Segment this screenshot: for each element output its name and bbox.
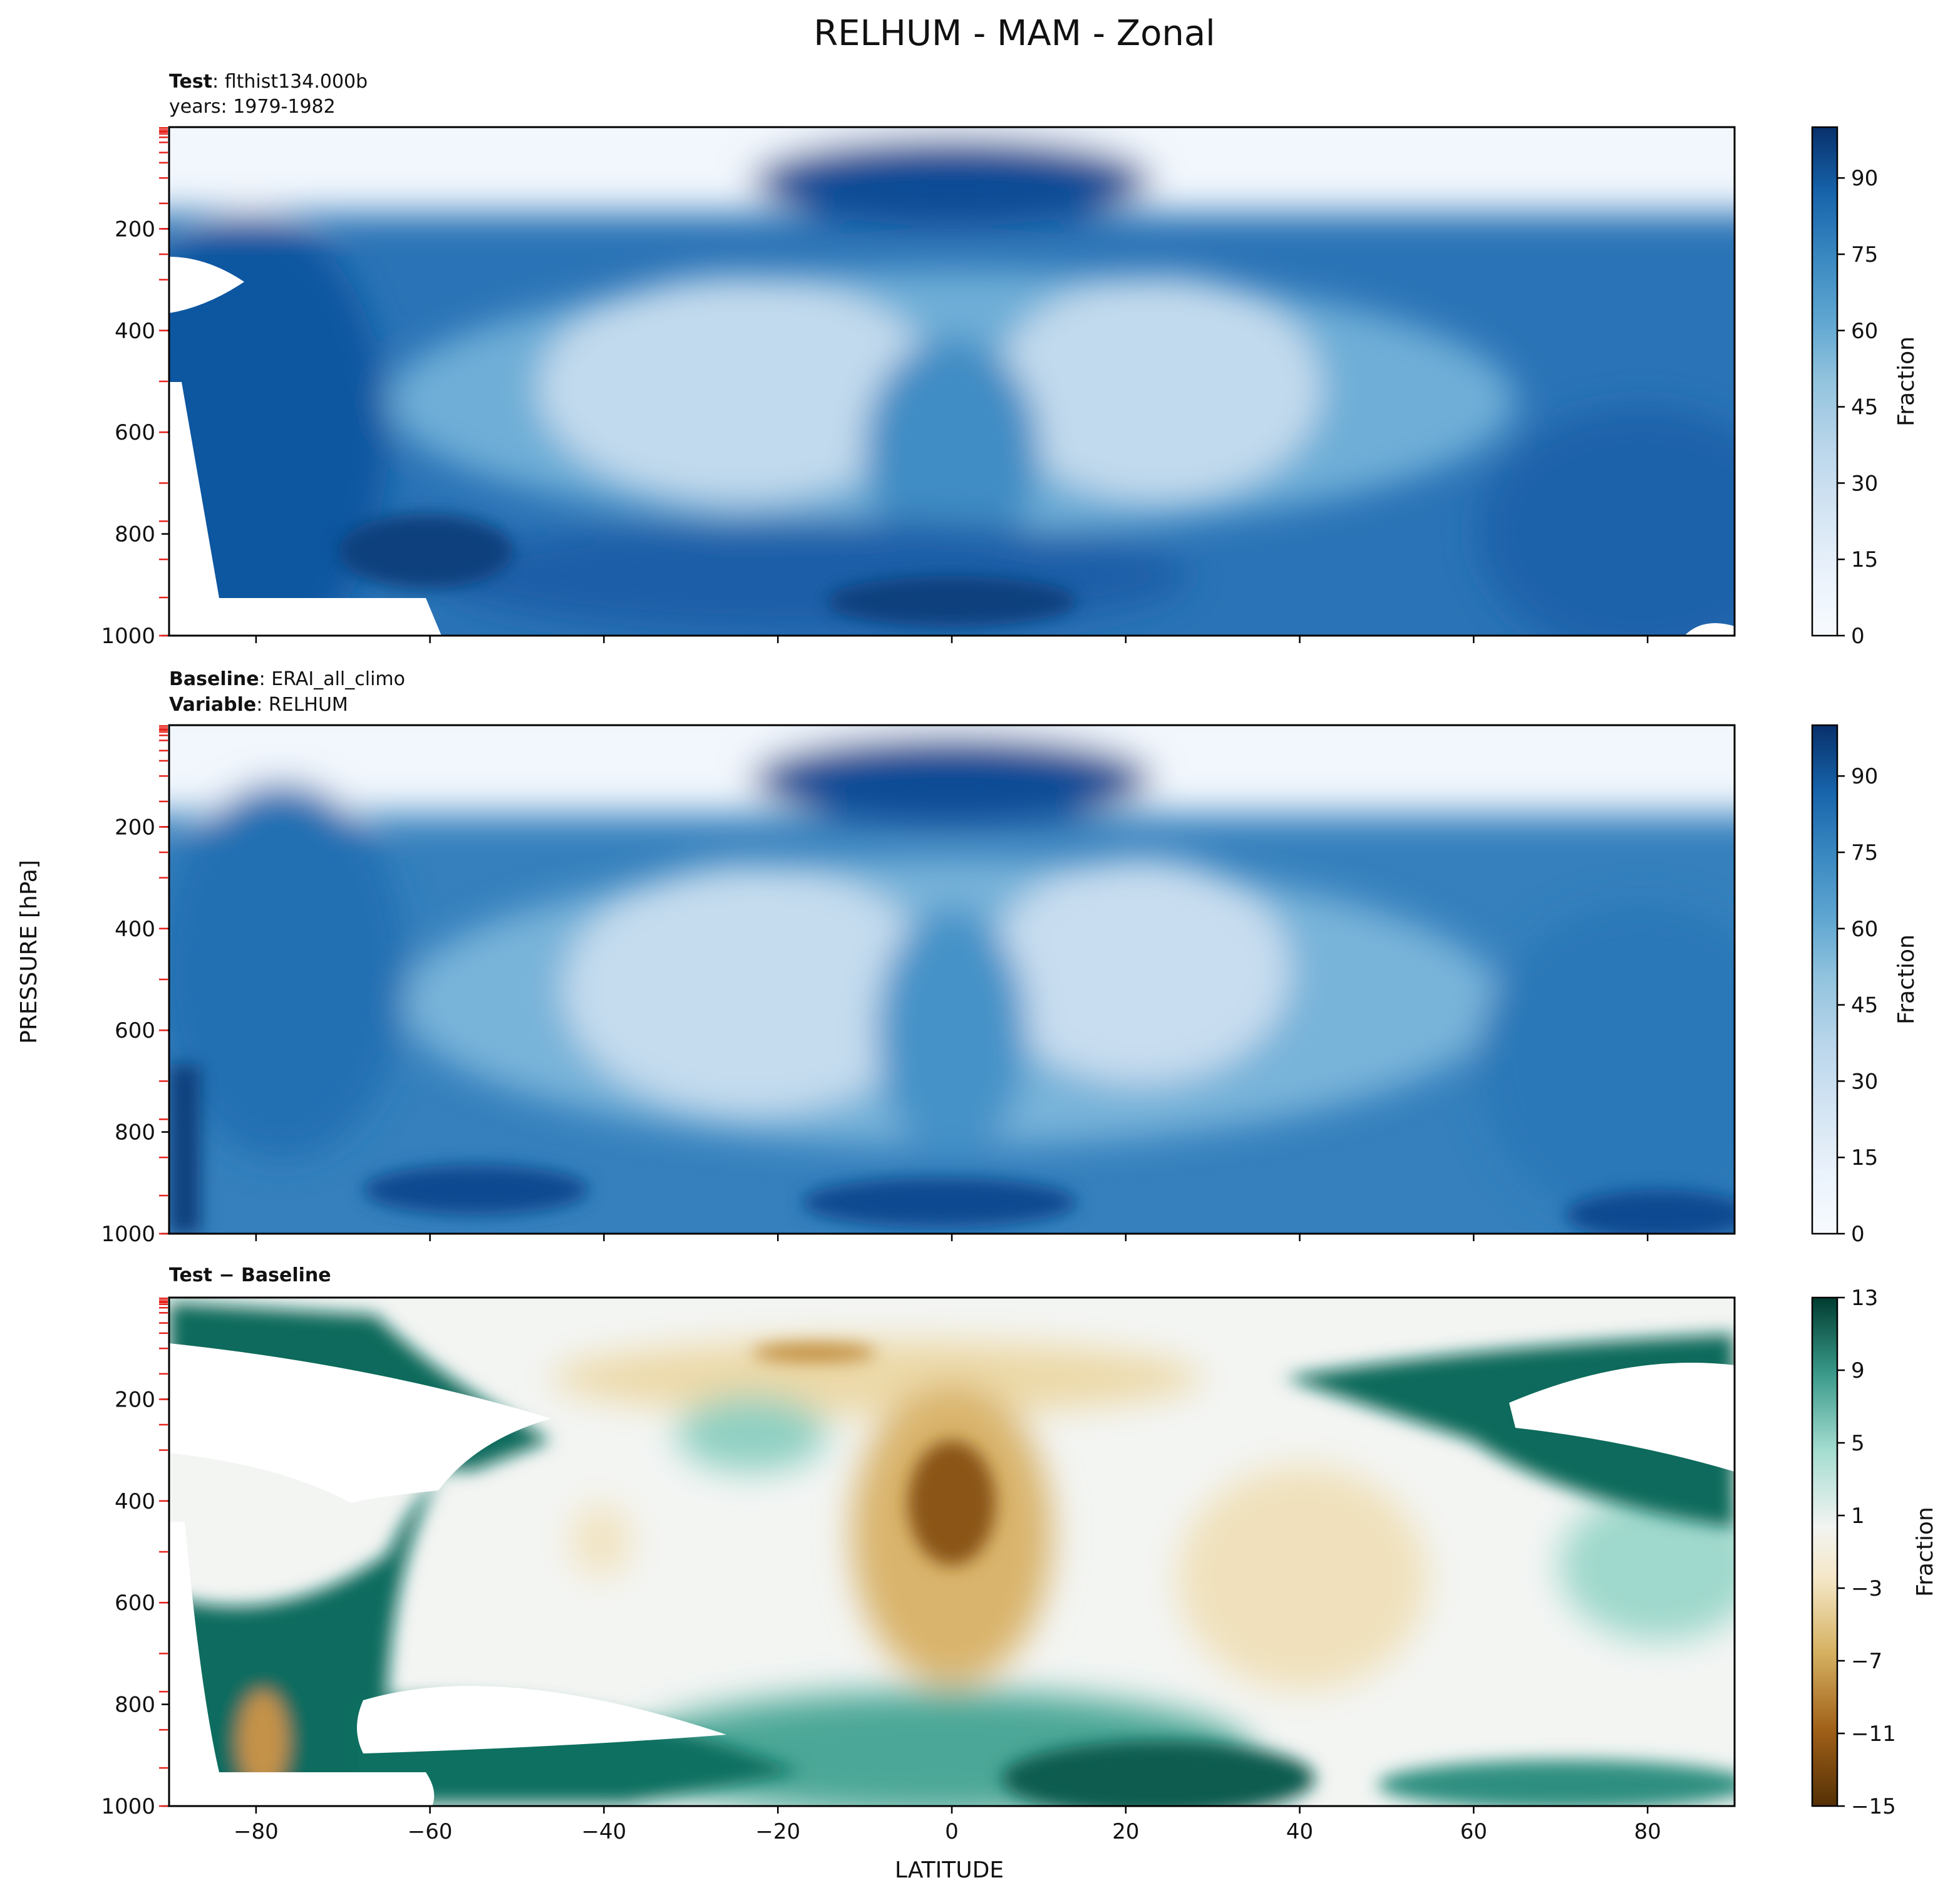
x-tick-label: −20 (755, 1819, 800, 1844)
colorbar-tick-label: 45 (1851, 395, 1878, 420)
colorbar-tick-label: 9 (1851, 1358, 1865, 1383)
y-tick-label: 600 (115, 1018, 155, 1043)
colorbar-label: Fraction (1912, 1507, 1938, 1597)
panel-difference-xticks: −80 −60 −40 −20 0 20 40 60 80 (234, 1806, 1661, 1844)
y-tick-label: 200 (115, 815, 155, 840)
panel-difference-colorbar: 13 9 5 1 −3 −7 −11 −15 Fraction (1811, 1286, 1938, 1819)
x-tick-label: 0 (945, 1819, 959, 1844)
panel-baseline-subtitle-1: Baseline: ERAI_all_climo (169, 668, 405, 690)
y-tick-label: 400 (115, 917, 155, 942)
x-tick-label: −60 (408, 1819, 453, 1844)
y-tick-label: 1000 (101, 1794, 155, 1819)
y-tick-label: 200 (115, 217, 155, 242)
panel-test-subtitle-1: Test: flthist134.000b (169, 71, 368, 93)
y-tick-label: 800 (115, 1120, 155, 1145)
panel-difference-red-level-ticks (159, 1298, 168, 1807)
colorbar-tick-label: 15 (1851, 1145, 1878, 1170)
figure-title: RELHUM - MAM - Zonal (813, 13, 1215, 54)
panel-baseline-colorbar: 0 15 30 45 60 75 90 Fraction (1811, 724, 1919, 1247)
panel-baseline-subtitle-1-text: ERAI_all_climo (271, 668, 405, 690)
y-axis-label: PRESSURE [hPa] (16, 860, 42, 1044)
panel-difference-yticks: 200 400 600 800 1000 (101, 1387, 169, 1819)
y-tick-label: 1000 (101, 624, 155, 649)
colorbar-tick-label: 13 (1851, 1286, 1878, 1311)
panel-test-colorbar: 0 15 30 45 60 75 90 Fraction (1811, 126, 1919, 649)
colorbar-gradient (1811, 1296, 1839, 1807)
x-tick-label: −80 (234, 1819, 279, 1844)
panel-baseline-subtitle-2-bold: Variable (169, 694, 256, 716)
colorbar-tick-label: 5 (1851, 1431, 1865, 1456)
colorbar-tick-label: −11 (1851, 1722, 1896, 1747)
colorbar-tick-label: 75 (1851, 242, 1878, 267)
panel-baseline-subtitle-1-sep: : (259, 668, 272, 690)
colorbar-tick-label: −7 (1851, 1649, 1882, 1674)
colorbar-tick-label: 60 (1851, 917, 1878, 942)
panel-baseline-red-level-ticks (159, 725, 168, 1235)
panel-test-xticks (255, 636, 1649, 643)
y-tick-label: 400 (115, 319, 155, 344)
colorbar-gradient (1811, 724, 1839, 1235)
colorbar-tick-label: 0 (1851, 1222, 1865, 1247)
colorbar-tick-label: 90 (1851, 166, 1878, 191)
colorbar-label: Fraction (1894, 934, 1919, 1025)
y-tick-label: 400 (115, 1489, 155, 1514)
y-tick-label: 600 (115, 420, 155, 445)
panel-difference: Test − Baseline (101, 1264, 1938, 1844)
colorbar-tick-label: 60 (1851, 319, 1878, 344)
panel-test-yticks: 200 400 600 800 1000 (101, 217, 169, 649)
panel-baseline-field (169, 725, 1735, 1234)
panel-test: Test: flthist134.000b years: 1979-1982 (101, 71, 1919, 649)
x-tick-label: 80 (1634, 1819, 1661, 1844)
panel-test-red-level-ticks (159, 127, 168, 637)
panel-baseline: Baseline: ERAI_all_climo Variable: RELHU… (101, 668, 1919, 1247)
x-tick-label: 60 (1460, 1819, 1487, 1844)
colorbar-label: Fraction (1894, 336, 1919, 426)
colorbar-tick-label: −3 (1851, 1576, 1882, 1601)
x-axis-label: LATITUDE (895, 1857, 1004, 1883)
colorbar-tick-label: 0 (1851, 624, 1865, 649)
colorbar-tick-label: 30 (1851, 471, 1878, 496)
panel-difference-field (169, 1298, 1735, 1806)
y-tick-label: 800 (115, 1693, 155, 1718)
colorbar-tick-label: 75 (1851, 840, 1878, 865)
colorbar-tick-label: 90 (1851, 764, 1878, 789)
x-tick-label: −40 (582, 1819, 627, 1844)
panel-baseline-subtitle-2-text: RELHUM (269, 694, 348, 716)
colorbar-tick-label: 15 (1851, 547, 1878, 572)
panel-test-subtitle-1-text: flthist134.000b (225, 71, 368, 93)
panel-test-subtitle-2: years: 1979-1982 (169, 96, 336, 118)
panel-baseline-subtitle-2-sep: : (256, 694, 269, 716)
colorbar-gradient (1811, 126, 1839, 637)
x-tick-label: 20 (1112, 1819, 1139, 1844)
x-tick-label: 40 (1286, 1819, 1313, 1844)
y-tick-label: 200 (115, 1387, 155, 1412)
panel-baseline-yticks: 200 400 600 800 1000 (101, 815, 169, 1247)
colorbar-tick-label: 30 (1851, 1069, 1878, 1094)
panel-test-subtitle-1-sep: : (212, 71, 225, 93)
panel-test-subtitle-1-bold: Test (169, 71, 212, 93)
colorbar-tick-label: −15 (1851, 1794, 1896, 1819)
colorbar-tick-label: 45 (1851, 993, 1878, 1018)
panel-baseline-subtitle-1-bold: Baseline (169, 668, 259, 690)
colorbar-tick-label: 1 (1851, 1504, 1865, 1529)
panel-baseline-xticks (255, 1234, 1649, 1241)
panel-difference-subtitle: Test − Baseline (169, 1264, 331, 1286)
panel-baseline-subtitle-2: Variable: RELHUM (169, 694, 348, 716)
y-tick-label: 800 (115, 522, 155, 547)
panel-test-field (169, 127, 1735, 636)
y-tick-label: 600 (115, 1591, 155, 1616)
y-tick-label: 1000 (101, 1222, 155, 1247)
